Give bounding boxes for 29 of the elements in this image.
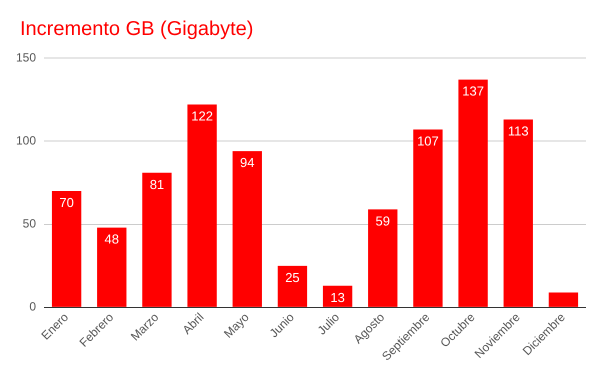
- data-label: 13: [330, 290, 345, 305]
- data-label: 122: [191, 108, 213, 124]
- y-tick-label: 0: [29, 300, 36, 314]
- bar: [278, 266, 308, 307]
- data-label: 81: [150, 176, 164, 192]
- bar: [322, 286, 352, 307]
- bar: [458, 80, 488, 307]
- bar: [413, 130, 443, 307]
- data-label: 113: [508, 124, 529, 139]
- bar: [52, 191, 82, 307]
- x-tick-label: Julio: [314, 310, 342, 338]
- y-tick-label: 100: [16, 133, 36, 148]
- bar: [504, 120, 533, 307]
- chart-title: Incremento GB (Gigabyte): [20, 18, 254, 41]
- y-tick-label: 150: [16, 50, 36, 64]
- bar: [187, 104, 217, 307]
- data-label: 137: [462, 84, 484, 99]
- y-tick-label: 50: [22, 216, 36, 231]
- bar: [142, 172, 172, 307]
- bar: [97, 228, 126, 307]
- data-label: 70: [59, 195, 74, 210]
- bar: [368, 209, 398, 307]
- data-label: 59: [376, 213, 390, 228]
- data-label: 48: [104, 232, 120, 247]
- data-label: 25: [285, 270, 300, 285]
- data-label: 94: [240, 155, 254, 170]
- data-label: 107: [417, 134, 439, 149]
- bar: [548, 292, 578, 307]
- bar: [232, 151, 262, 307]
